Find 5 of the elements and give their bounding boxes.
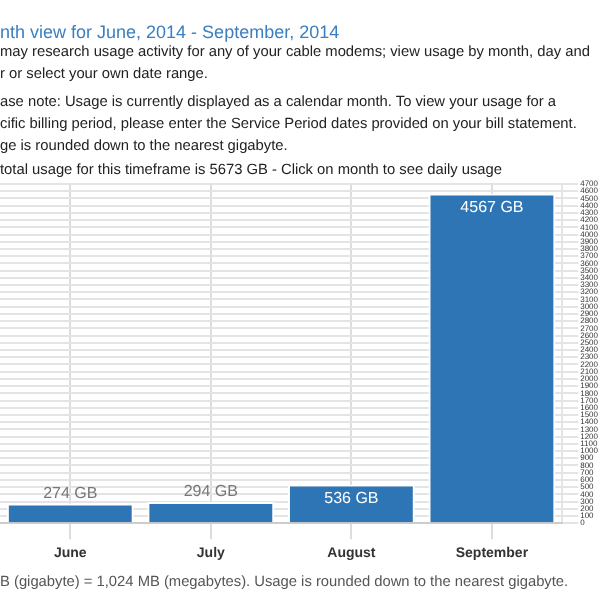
data-label: 274 GB bbox=[43, 483, 98, 502]
data-label: 4567 GB bbox=[460, 198, 524, 216]
chart-title: nth view for June, 2014 - September, 2014 bbox=[0, 22, 340, 42]
data-label: 294 GB bbox=[183, 482, 238, 501]
data-label: 536 GB bbox=[324, 488, 379, 507]
